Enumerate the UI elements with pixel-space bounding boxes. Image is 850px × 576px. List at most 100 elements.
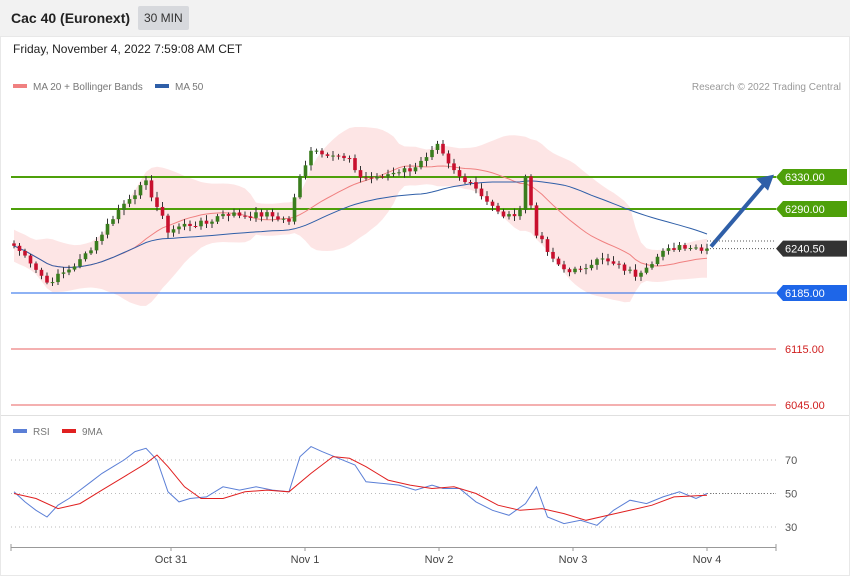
candle-body <box>325 154 330 156</box>
candle <box>144 175 148 190</box>
x-tick-label: Nov 4 <box>693 554 722 566</box>
candle-body <box>699 247 704 251</box>
candles <box>12 139 709 286</box>
candle-body <box>540 235 544 240</box>
candle <box>226 212 231 222</box>
candle-body <box>391 172 396 175</box>
candle-body <box>375 176 379 179</box>
candle <box>265 209 269 220</box>
candle <box>215 213 220 225</box>
candle <box>116 204 121 224</box>
candle <box>166 213 170 239</box>
candle-body <box>479 188 484 197</box>
ma9-legend-label: 9MA <box>82 427 103 438</box>
rsi-line <box>13 446 708 526</box>
candle <box>589 259 594 271</box>
candle <box>23 248 27 258</box>
candle-body <box>12 243 16 246</box>
candle <box>628 266 632 274</box>
timeframe-button[interactable]: 30 MIN <box>138 6 189 30</box>
candle <box>402 166 407 178</box>
candle <box>501 208 506 219</box>
level-tag <box>776 169 847 185</box>
rsi-ma9-line <box>13 454 708 521</box>
candle <box>639 270 643 282</box>
level-label-support: 6045.00 <box>785 400 825 412</box>
rsi-grid: 70 50 30 <box>11 455 797 534</box>
candle-body <box>122 203 126 210</box>
candle <box>331 151 335 161</box>
candle-body <box>666 248 671 251</box>
candle <box>556 256 561 267</box>
candle <box>397 169 401 176</box>
candle <box>694 244 698 251</box>
candle <box>413 162 418 175</box>
candle <box>490 199 495 211</box>
candle <box>342 153 346 162</box>
candle <box>127 194 132 208</box>
candle-body <box>694 247 698 249</box>
candle <box>518 205 522 220</box>
candle <box>551 247 555 263</box>
candle <box>474 176 478 194</box>
candle <box>149 175 154 202</box>
candle <box>567 267 572 277</box>
candle-body <box>45 275 49 283</box>
candle-body <box>105 223 110 235</box>
candle-body <box>67 269 71 273</box>
candle-body <box>672 248 676 250</box>
candle <box>83 251 88 262</box>
candle <box>419 156 423 170</box>
candle-body <box>138 185 143 196</box>
candle-body <box>705 248 709 251</box>
candle-body <box>369 177 374 179</box>
candle-body <box>89 250 93 254</box>
candle <box>89 247 93 256</box>
candle-body <box>215 216 220 222</box>
candle <box>281 216 286 224</box>
candle-body <box>61 272 66 274</box>
candle <box>138 181 143 199</box>
candle <box>298 174 302 200</box>
candle <box>523 174 528 214</box>
candle <box>677 242 682 252</box>
candle <box>468 179 473 186</box>
rsi-lines <box>13 446 776 526</box>
candle <box>133 189 137 205</box>
candle-body <box>584 268 588 270</box>
candle <box>232 208 236 218</box>
candle-body <box>446 153 451 164</box>
candle-body <box>39 269 44 276</box>
candle <box>485 191 489 206</box>
candle-body <box>556 258 561 265</box>
rsi-tick-label: 30 <box>785 522 797 534</box>
candle-body <box>182 223 187 227</box>
candle <box>210 219 214 229</box>
candle-body <box>474 182 478 189</box>
candle-body <box>562 264 566 270</box>
candle <box>661 248 665 261</box>
candle-body <box>243 215 247 217</box>
candle-body <box>523 176 528 210</box>
candle <box>78 254 82 269</box>
level-labels: 6330.00 6290.00 6240.50 6185.00 6115.00 6045.… <box>776 169 847 412</box>
candle <box>479 183 484 200</box>
candle <box>430 145 434 161</box>
candle-body <box>606 258 610 262</box>
candle <box>578 265 583 273</box>
candle <box>705 243 709 255</box>
candle <box>358 166 363 183</box>
level-label-last: 6240.50 <box>776 240 847 257</box>
level-tag <box>776 285 847 301</box>
candle-body <box>193 226 198 228</box>
level-value: 6185.00 <box>785 288 825 300</box>
candle <box>336 153 341 160</box>
candle <box>34 261 38 274</box>
candle <box>94 237 99 254</box>
candle-body <box>276 216 280 220</box>
candle-body <box>622 264 627 271</box>
candle <box>56 269 60 286</box>
candle <box>61 267 66 279</box>
candle <box>463 173 467 184</box>
candle-body <box>254 212 258 218</box>
